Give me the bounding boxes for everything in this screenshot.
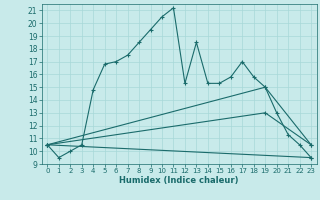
- X-axis label: Humidex (Indice chaleur): Humidex (Indice chaleur): [119, 176, 239, 185]
